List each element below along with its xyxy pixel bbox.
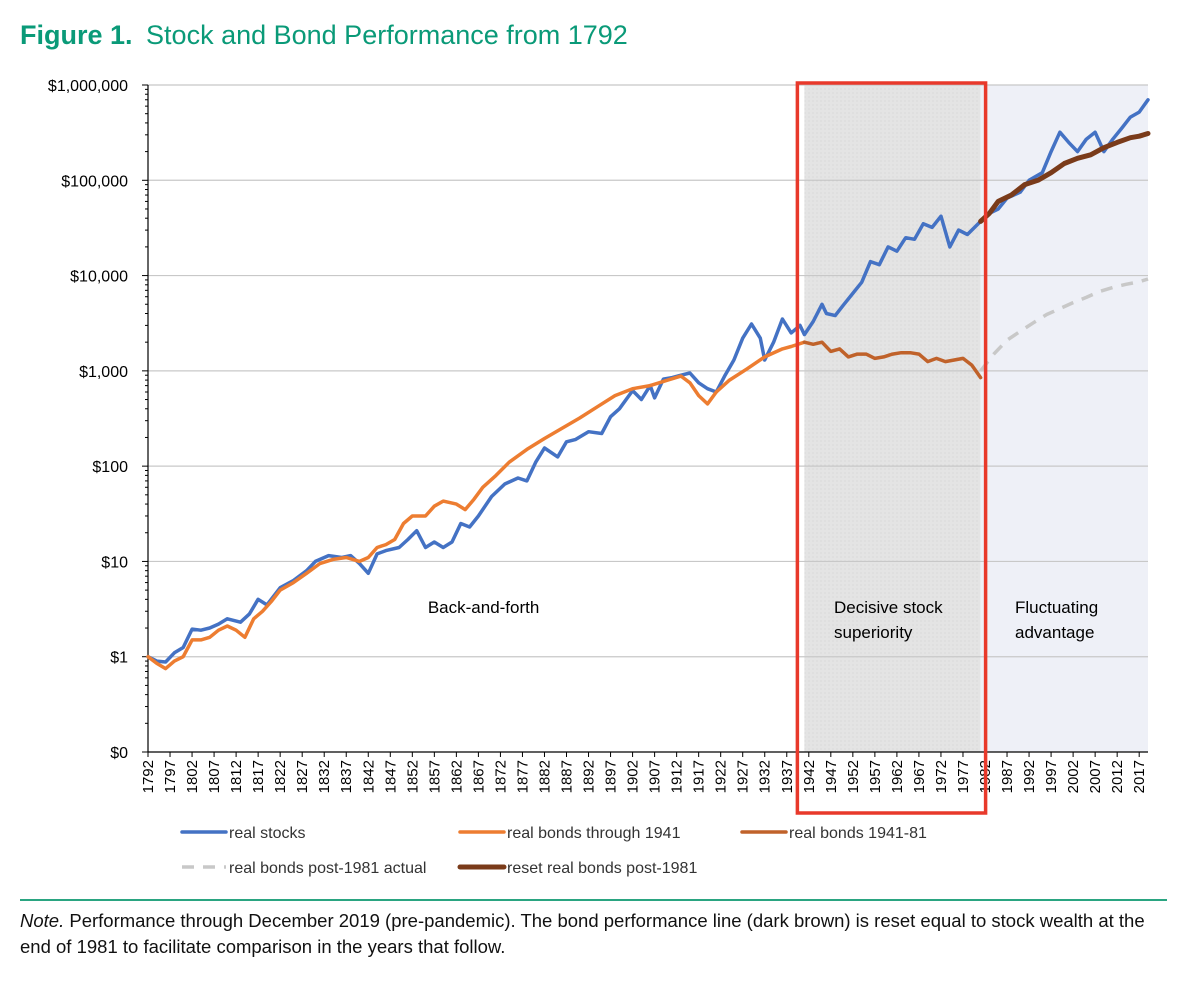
series-real-bonds-through-1941	[146, 340, 807, 671]
region-label-decisive: Decisive stock	[834, 598, 943, 617]
x-tick-label: 1837	[338, 760, 355, 793]
chart: $0 $1 $10 $100 $1,000 $10,000 $100,000 $1,000,0…	[48, 78, 1151, 877]
x-tick-label: 1972	[933, 760, 950, 793]
y-tick-label: $100	[92, 459, 128, 476]
x-tick-label: 1987	[999, 760, 1016, 793]
x-tick-label: 1872	[492, 760, 509, 793]
x-tick-label: 1877	[514, 760, 531, 793]
x-tick-label: 1892	[581, 760, 598, 793]
series-real-bonds-1941-81	[802, 340, 983, 380]
x-tick-label: 1952	[845, 760, 862, 793]
region-decisive	[804, 85, 981, 752]
x-tick-label: 1917	[691, 760, 708, 793]
note-label: Note.	[20, 910, 65, 931]
x-tick-label: 2002	[1065, 760, 1082, 793]
note-text: Performance through December 2019 (pre-p…	[20, 910, 1145, 957]
x-tick-label: 1937	[779, 760, 796, 793]
series-reset-real-bonds-post-1981	[978, 131, 1151, 224]
legend-label: reset real bonds post-1981	[507, 860, 697, 877]
x-tick-label: 1882	[536, 760, 553, 793]
x-tick-label: 1997	[1043, 760, 1060, 793]
y-tick-label: $10	[101, 554, 128, 571]
highlight-box	[795, 81, 988, 815]
x-tick-label: 1792	[140, 760, 157, 793]
x-tick-label: 1827	[294, 760, 311, 793]
x-tick-label: 1907	[647, 760, 664, 793]
legend-label: real stocks	[229, 825, 305, 842]
figure-label: Figure 1.	[20, 20, 133, 50]
x-tick-label: 1932	[757, 760, 774, 793]
y-tick-label: $1,000,000	[48, 78, 128, 95]
x-tick-label: 1847	[382, 760, 399, 793]
x-tick-label: 1977	[955, 760, 972, 793]
y-tick-label: $100,000	[61, 173, 128, 190]
x-tick-label: 1887	[559, 760, 576, 793]
figure-title-text: Stock and Bond Performance from 1792	[146, 20, 628, 50]
x-tick-label: 1942	[801, 760, 818, 793]
legend-label: real bonds 1941-81	[789, 825, 927, 842]
x-tick-label: 1832	[316, 760, 333, 793]
region-label-decisive: superiority	[834, 623, 913, 642]
x-tick-label: 1947	[823, 760, 840, 793]
y-tick-label: $0	[110, 745, 128, 762]
x-tick-label: 1897	[603, 760, 620, 793]
x-tick-label: 1927	[735, 760, 752, 793]
x-tick-label: 1812	[228, 760, 245, 793]
x-tick-label: 2017	[1131, 760, 1148, 793]
x-tick-label: 2012	[1109, 760, 1126, 793]
region-fluctuating	[980, 85, 1148, 752]
divider	[20, 899, 1167, 901]
region-label-fluctuating: Fluctuating	[1015, 598, 1098, 617]
x-tick-label: 1867	[470, 760, 487, 793]
x-tick-label: 1822	[272, 760, 289, 793]
legend-label: real bonds post-1981 actual	[229, 860, 426, 877]
period-label: Back-and-forth	[428, 598, 540, 617]
x-tick-label: 1797	[162, 760, 179, 793]
x-tick-label: 1862	[448, 760, 465, 793]
region-label-fluctuating: advantage	[1015, 623, 1094, 642]
x-tick-label: 1842	[360, 760, 377, 793]
x-tick-label: 1962	[889, 760, 906, 793]
x-tick-label: 1957	[867, 760, 884, 793]
x-tick-label: 1807	[206, 760, 223, 793]
y-tick-label: $10,000	[70, 269, 128, 286]
figure-title: Figure 1. Stock and Bond Performance fro…	[20, 20, 628, 51]
series-real-bonds-post-1981-actual	[979, 277, 1149, 372]
x-tick-label: 1852	[404, 760, 421, 793]
note: Note. Performance through December 2019 …	[20, 908, 1170, 960]
legend-label: real bonds through 1941	[507, 825, 681, 842]
x-tick-label: 1902	[625, 760, 642, 793]
x-tick-label: 1857	[426, 760, 443, 793]
y-tick-label: $1,000	[79, 364, 128, 381]
x-tick-label: 1967	[911, 760, 928, 793]
x-tick-label: 1922	[713, 760, 730, 793]
x-tick-label: 1802	[184, 760, 201, 793]
x-tick-label: 1817	[250, 760, 267, 793]
x-tick-label: 2007	[1087, 760, 1104, 793]
x-tick-label: 1992	[1021, 760, 1038, 793]
x-tick-label: 1912	[669, 760, 686, 793]
y-tick-label: $1	[110, 650, 128, 667]
